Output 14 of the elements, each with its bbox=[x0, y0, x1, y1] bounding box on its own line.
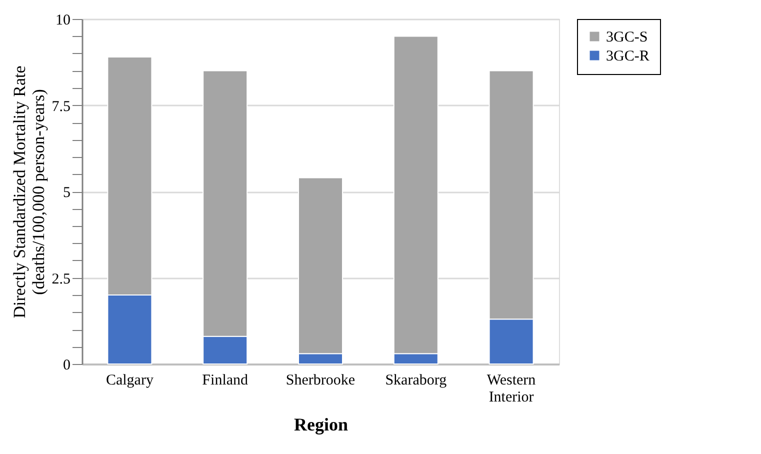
x-tick-label: Finland bbox=[202, 372, 249, 388]
y-tick-label: 0 bbox=[63, 358, 70, 374]
y-tick-label: 10 bbox=[56, 12, 70, 28]
y-tick-label: 5 bbox=[63, 185, 70, 201]
x-tick-label: Calgary bbox=[106, 372, 154, 388]
y-tick-label: 7.5 bbox=[52, 98, 70, 115]
x-tick-label: Sherbrooke bbox=[286, 372, 356, 388]
x-tick-label: Skaraborg bbox=[385, 372, 448, 388]
y-axis-title: Directly Standardized Mortality Rate (deaths/100,000 person-years) bbox=[10, 66, 48, 318]
x-tick-label: Western Interior bbox=[486, 372, 536, 406]
legend-label: 3GC-R bbox=[606, 48, 650, 64]
y-tick-label: 2.5 bbox=[52, 271, 70, 288]
x-axis-title: Region bbox=[294, 414, 348, 434]
legend-label: 3GC-S bbox=[606, 30, 648, 46]
